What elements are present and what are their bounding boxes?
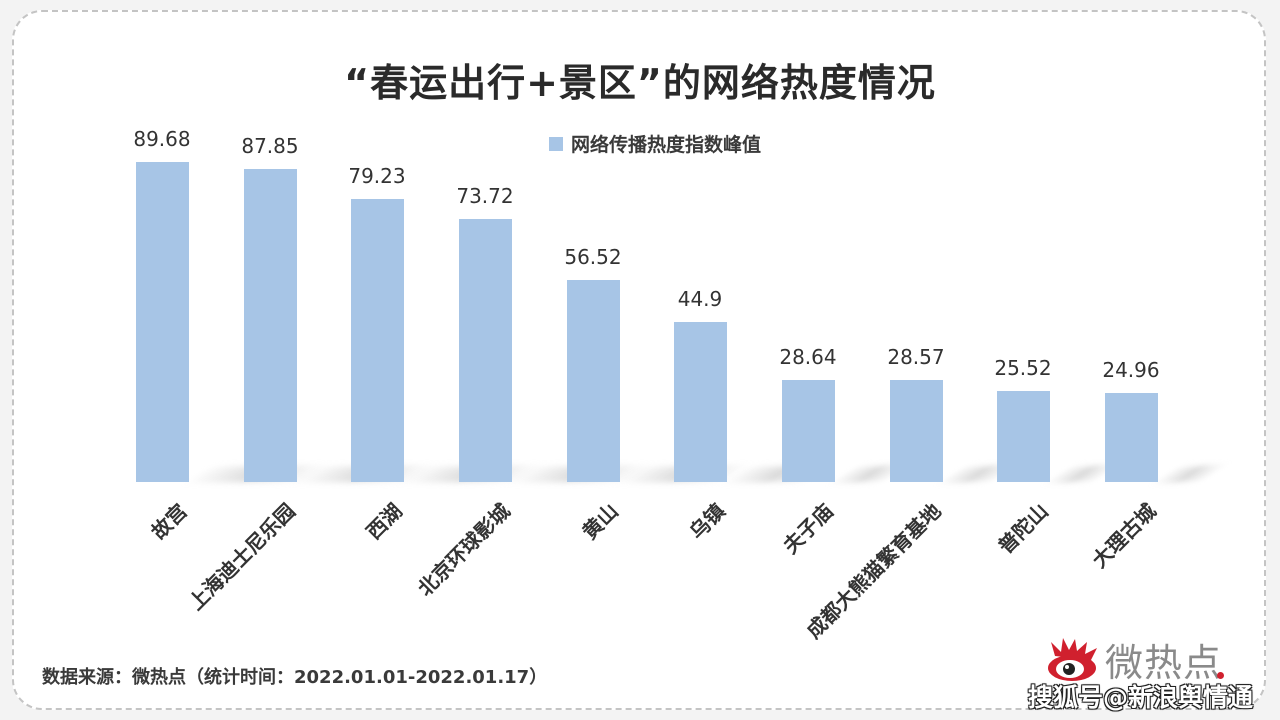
- category-label: 乌镇: [684, 498, 730, 545]
- brand-dot: [1217, 672, 1225, 679]
- bar-value-label: 44.9: [677, 286, 723, 311]
- bar-value-label: 56.52: [564, 245, 622, 270]
- bar: [1104, 392, 1158, 482]
- category-label: 夫子庙: [778, 498, 838, 559]
- bar-value-label: 28.64: [779, 344, 837, 369]
- category-label: 故宫: [146, 498, 192, 545]
- bar-value-label: 25.52: [994, 355, 1052, 380]
- category-label: 北京环球影城: [412, 498, 515, 601]
- bar: [350, 199, 404, 482]
- bar: [135, 162, 189, 482]
- bar-value-label: 79.23: [348, 164, 406, 189]
- bar-value-label: 89.68: [133, 127, 191, 152]
- brand-name: 微热点: [1105, 641, 1223, 685]
- bar: [673, 321, 727, 482]
- bar-shadow: [1153, 466, 1226, 482]
- category-label: 大理古城: [1087, 498, 1161, 573]
- bar: [458, 218, 512, 482]
- data-source-note: 数据来源：微热点（统计时间：2022.01.01-2022.01.17）: [42, 667, 548, 688]
- legend: 网络传播热度指数峰值: [549, 130, 761, 157]
- legend-swatch: [549, 136, 563, 151]
- bar-value-label: 24.96: [1102, 357, 1160, 382]
- weibo-eye-icon: [1048, 637, 1097, 681]
- bar: [566, 280, 620, 482]
- chart-title: “春运出行+景区”的网络热度情况: [344, 61, 936, 105]
- brand-logo: 微热点: [1045, 632, 1225, 687]
- chart-card: [12, 10, 1266, 710]
- category-label: 上海迪士尼乐园: [183, 498, 300, 615]
- category-label: 普陀山: [993, 498, 1053, 559]
- bar: [781, 379, 835, 482]
- bar-value-label: 28.57: [887, 345, 945, 370]
- bar: [889, 380, 943, 482]
- category-label: 西湖: [361, 498, 407, 545]
- bar-value-label: 87.85: [241, 133, 299, 158]
- legend-label: 网络传播热度指数峰值: [571, 134, 762, 156]
- bar: [996, 390, 1050, 482]
- watermark: 搜狐号@新浪舆情通: [1028, 683, 1254, 712]
- bar-value-label: 73.72: [456, 183, 514, 208]
- category-label: 黄山: [577, 498, 623, 545]
- bar: [243, 168, 297, 482]
